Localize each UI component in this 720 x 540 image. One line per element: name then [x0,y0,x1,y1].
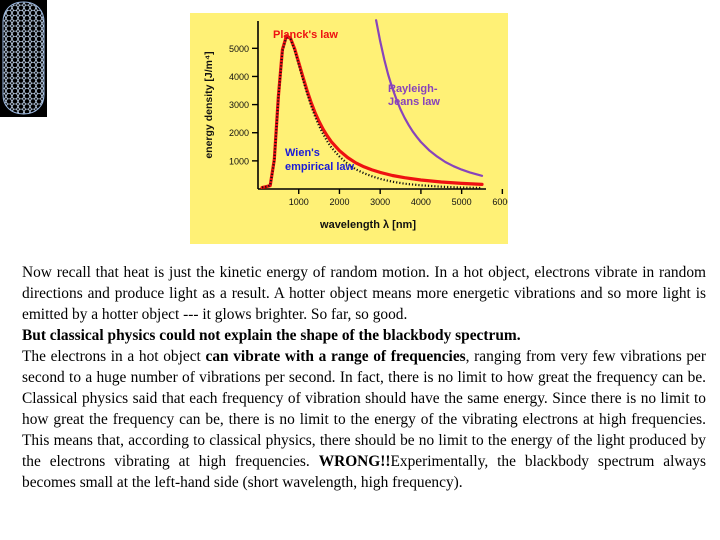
bold-claim-line: But classical physics could not explain … [22,325,706,346]
explanation-text: Now recall that heat is just the kinetic… [22,262,706,493]
para2-bold: can vibrate with a range of frequencies [205,348,466,365]
y-tick-label: 3000 [229,100,249,110]
x-axis-label: wavelength λ [nm] [319,219,416,231]
series-line-rayleigh-jeans-law [375,19,484,177]
para2-start: The electrons in a hot object [22,348,206,365]
chart-background [190,13,508,244]
x-tick-label: 4000 [411,197,431,207]
x-tick-label: 2000 [329,197,349,207]
annotation-label: Wien's [285,147,320,159]
x-tick-label: 3000 [370,197,390,207]
intro-paragraph: Now recall that heat is just the kinetic… [22,262,706,325]
wrong-label: WRONG!! [318,453,391,470]
annotation-label: Planck's law [273,29,338,41]
nanotube-illustration [0,0,47,117]
y-axis-label: energy density [J/m⁴] [203,51,215,158]
x-tick-label: 1000 [289,197,309,207]
annotation-label: empirical law [285,161,355,173]
y-tick-label: 5000 [229,44,249,54]
series-line-wien-s-empirical-law [261,35,483,189]
x-tick-label: 5000 [452,197,472,207]
intro-text: Now recall that heat is just the kinetic… [22,264,706,323]
annotation-label: Jeans law [388,96,440,108]
blackbody-spectrum-chart: 1000 2000 3000 4000 5000 1000 2000 3000 4000 5000… [190,13,508,244]
y-tick-label: 2000 [229,128,249,138]
para2-rest: , ranging from very few vibrations per s… [22,348,706,470]
para2-end: Experimentally, the blackbody spectrum a… [22,453,706,491]
series-line-planck-s-law [260,34,484,189]
annotation-label: Rayleigh- [388,83,438,95]
y-tick-label: 1000 [229,156,249,166]
y-tick-label: 4000 [229,72,249,82]
frequency-paragraph: The electrons in a hot object can vibrat… [22,346,706,493]
bold-claim: But classical physics could not explain … [22,327,521,344]
x-tick-label: 6000 [492,197,508,207]
